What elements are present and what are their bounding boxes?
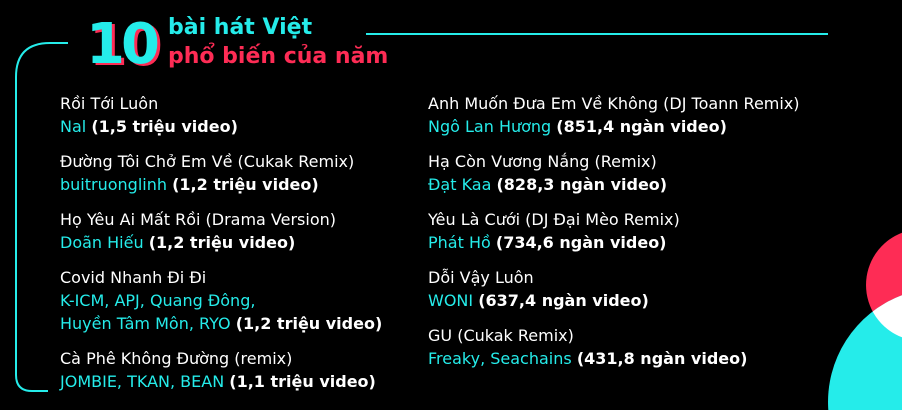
song-title: GU (Cukak Remix) <box>428 326 574 345</box>
song-artist: Đạt Kaa <box>428 175 492 194</box>
song-artist: Nal <box>60 117 87 136</box>
song-item: Anh Muốn Đưa Em Về Không (DJ Toann Remix… <box>428 92 800 138</box>
song-item: Đường Tôi Chở Em Về (Cukak Remix) buitru… <box>60 150 382 196</box>
video-count: (828,3 ngàn video) <box>496 175 668 194</box>
video-count: (1,5 triệu video) <box>91 117 238 136</box>
song-artist: WONI <box>428 291 474 310</box>
song-artist: JOMBIE, TKAN, BEAN <box>60 372 225 391</box>
song-artist: Freaky, Seachains <box>428 349 572 368</box>
header-line2: phổ biến của năm <box>168 44 389 69</box>
song-artist-line1: K-ICM, APJ, Quang Đông, <box>60 291 256 310</box>
left-song-list: Rồi Tới Luôn Nal (1,5 triệu video) Đường… <box>60 92 382 405</box>
header-number: 10 <box>86 12 160 77</box>
song-item: Cà Phê Không Đường (remix) JOMBIE, TKAN,… <box>60 347 382 393</box>
song-artist: Ngô Lan Hương <box>428 117 552 136</box>
video-count: (431,8 ngàn video) <box>576 349 748 368</box>
song-artist: Huyền Tâm Môn, RYO <box>60 314 231 333</box>
video-count: (1,2 triệu video) <box>148 233 296 252</box>
song-item: Covid Nhanh Đi Đi K-ICM, APJ, Quang Đông… <box>60 266 382 335</box>
video-count: (734,6 ngàn video) <box>495 233 667 252</box>
video-count: (1,1 triệu video) <box>229 372 376 391</box>
song-title: Yêu Là Cưới (DJ Đại Mèo Remix) <box>428 210 680 229</box>
song-title: Đường Tôi Chở Em Về (Cukak Remix) <box>60 152 355 171</box>
song-title: Cà Phê Không Đường (remix) <box>60 349 293 368</box>
video-count: (1,2 triệu video) <box>172 175 319 194</box>
right-song-list: Anh Muốn Đưa Em Về Không (DJ Toann Remix… <box>428 92 800 382</box>
song-item: Họ Yêu Ai Mất Rồi (Drama Version) Doãn H… <box>60 208 382 254</box>
header-line1: bài hát Việt <box>168 15 313 40</box>
song-artist: Doãn Hiếu <box>60 233 144 252</box>
song-item: Dỗi Vậy Luôn WONI (637,4 ngàn video) <box>428 266 800 312</box>
bracket-line <box>15 42 68 392</box>
song-item: Rồi Tới Luôn Nal (1,5 triệu video) <box>60 92 382 138</box>
song-title: Hạ Còn Vương Nắng (Remix) <box>428 152 657 171</box>
song-item: Hạ Còn Vương Nắng (Remix) Đạt Kaa (828,3… <box>428 150 800 196</box>
song-item: Yêu Là Cưới (DJ Đại Mèo Remix) Phát Hồ (… <box>428 208 800 254</box>
song-title: Rồi Tới Luôn <box>60 94 159 113</box>
song-title: Covid Nhanh Đi Đi <box>60 268 207 287</box>
song-artist: buitruonglinh <box>60 175 167 194</box>
video-count: (851,4 ngàn video) <box>556 117 727 136</box>
song-title: Dỗi Vậy Luôn <box>428 268 534 287</box>
song-artist: Phát Hồ <box>428 233 491 252</box>
overlap-white <box>866 295 902 338</box>
song-item: GU (Cukak Remix) Freaky, Seachains (431,… <box>428 324 800 370</box>
video-count: (1,2 triệu video) <box>235 314 383 333</box>
video-count: (637,4 ngàn video) <box>478 291 649 310</box>
song-title: Họ Yêu Ai Mất Rồi (Drama Version) <box>60 210 337 229</box>
song-title: Anh Muốn Đưa Em Về Không (DJ Toann Remix… <box>428 94 800 113</box>
